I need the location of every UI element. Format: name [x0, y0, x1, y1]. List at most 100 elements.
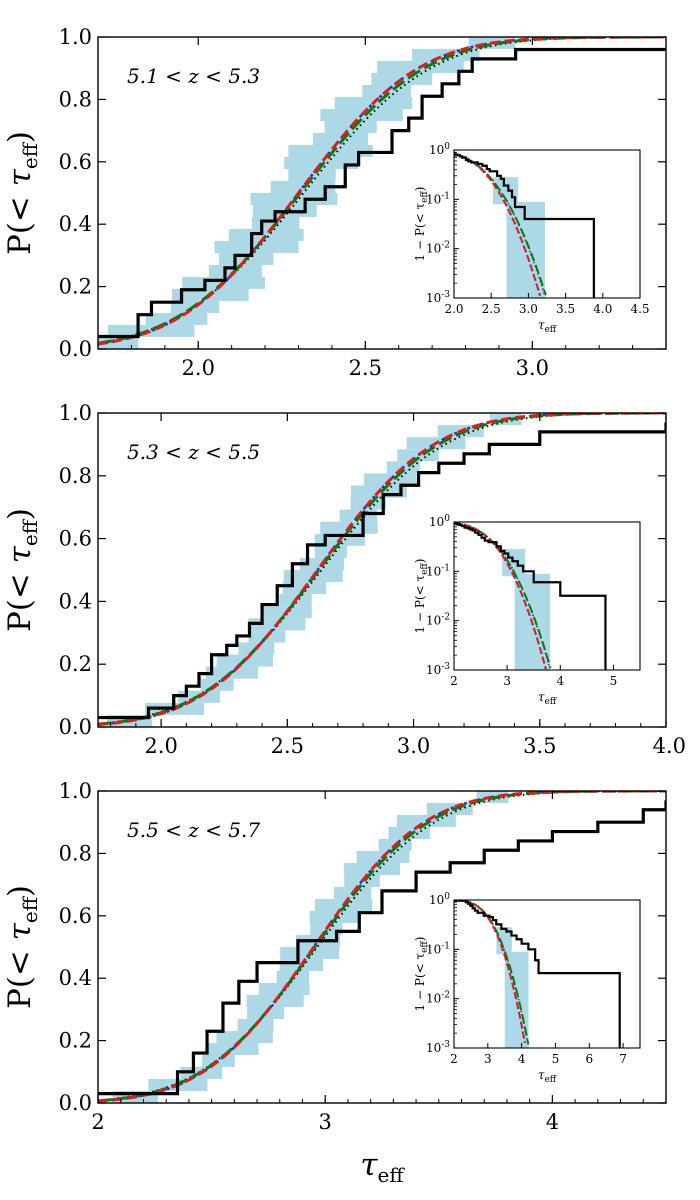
observed-step-line: [98, 800, 666, 1096]
chart-panel-3: 0.0 0.2 0.4 0.6 0.8 1.0 2 3 4 5.5 < z < 5.7 P(< τe…: [2, 779, 667, 1134]
x-tick-label: 3.5: [523, 734, 556, 758]
x-tick-label: 3.0: [397, 734, 430, 758]
model-green-dashed-line: [98, 37, 666, 345]
inset-x-label: τeff: [538, 318, 557, 335]
model-green-dashed-line: [98, 413, 666, 726]
chart-panel-1: 0.0 0.2 0.4 0.6 0.8 1.0 2.0 2.5 3.0 5.1 < z < 5.3…: [2, 25, 667, 380]
inset-frame: [453, 899, 641, 1049]
inset-x-tick-label: 7: [619, 1052, 627, 1066]
x-tick-label: 2.5: [271, 734, 304, 758]
y-tick-label: 0.0: [59, 715, 92, 739]
y-tick-label: 0.4: [59, 589, 92, 613]
band-block: [228, 229, 304, 241]
inset-x-tick-label: 3: [484, 1052, 492, 1066]
inset-y-tick-label: 10-2: [426, 241, 450, 256]
inset-y-tick-label: 10-1: [426, 191, 450, 206]
band-block: [288, 145, 373, 157]
plot-area: [98, 413, 666, 727]
axes-frame: [97, 790, 667, 1104]
inset-x-tick-label: 2: [450, 1052, 458, 1066]
inset-y-tick-label: 10-1: [426, 941, 450, 956]
x-tick-label: 4: [546, 1110, 559, 1134]
model-red-dashed-line: [98, 791, 666, 1103]
inset-y-tick-label: 10-3: [426, 290, 450, 305]
inset-x-tick-label: 4: [556, 674, 564, 688]
inset-plot-area: [454, 522, 607, 670]
model-red-dashed-line: [98, 413, 666, 727]
x-tick-label: 2.0: [182, 356, 215, 380]
inset-y-tick-label: 100: [429, 514, 450, 529]
y-tick-label: 0.4: [59, 212, 92, 236]
y-tick-label: 0.2: [59, 1029, 92, 1053]
band-block: [312, 133, 368, 145]
inset-observed-step: [454, 522, 607, 670]
y-axis-label: P(< τeff): [2, 508, 42, 632]
axes-frame: [97, 412, 667, 728]
inset-x-tick-label: 6: [585, 1052, 593, 1066]
inset-y-label: 1 − P(< τeff): [413, 558, 430, 633]
band-block: [426, 803, 473, 815]
y-tick-label: 0.2: [59, 275, 92, 299]
inset-y-label: 1 − P(< τeff): [413, 936, 430, 1011]
y-tick-label: 0.8: [59, 841, 92, 865]
inset-frame: [453, 149, 641, 299]
inset-y-tick-label: 10-1: [426, 563, 450, 578]
inset-x-tick-label: 5: [610, 674, 618, 688]
x-axis-label: τeff: [360, 1147, 405, 1187]
inset-panel: 100 10-1 10-2 10-32 3 4 5 6 7 τeff 1 − P(< τeff): [413, 892, 641, 1085]
inset-x-tick-label: 4.5: [630, 302, 649, 316]
inset-y-label: 1 − P(< τeff): [413, 186, 430, 261]
inset-model-green: [454, 152, 547, 296]
y-tick-label: 0.6: [59, 150, 92, 174]
inset-y-tick-label: 10-2: [426, 991, 450, 1006]
inset-x-tick-label: 4: [518, 1052, 526, 1066]
y-tick-label: 0.8: [59, 87, 92, 111]
inset-frame: [453, 521, 641, 671]
inset-y-tick-label: 100: [429, 892, 450, 907]
x-tick-label: 2: [91, 1110, 104, 1134]
inset-model-green: [454, 522, 552, 669]
inset-plot-area: [454, 900, 621, 1048]
y-tick-label: 0.2: [59, 652, 92, 676]
x-tick-label: 2.0: [144, 734, 177, 758]
redshift-label: 5.5 < z < 5.7: [127, 818, 260, 842]
inset-x-tick-label: 4.0: [593, 302, 612, 316]
model-dotted-line: [98, 37, 666, 345]
axes-frame: [97, 36, 667, 350]
y-tick-label: 1.0: [59, 779, 92, 803]
inset-x-tick-label: 3.5: [556, 302, 575, 316]
y-tick-label: 0.8: [59, 464, 92, 488]
band-block: [202, 1055, 235, 1067]
inset-band: [496, 927, 512, 955]
y-tick-label: 0.6: [59, 527, 92, 551]
y-tick-label: 0.4: [59, 966, 92, 990]
y-tick-label: 0.0: [59, 1091, 92, 1115]
inset-panel: 100 10-1 10-2 10-32 3 4 5 τeff 1 − P(< τeff): [413, 514, 641, 707]
y-axis-label: P(< τeff): [2, 885, 42, 1009]
inset-x-tick-label: 2.5: [482, 302, 501, 316]
band-block: [107, 325, 195, 337]
inset-observed-step: [454, 900, 621, 1048]
y-tick-label: 0.0: [59, 337, 92, 361]
observed-step-line: [98, 422, 666, 720]
inset-x-tick-label: 3.0: [519, 302, 538, 316]
redshift-label: 5.1 < z < 5.3: [127, 64, 260, 88]
inset-panel: 100 10-1 10-2 10-32.0 2.5 3.0 3.5 4.0 4.5 τeff 1 −…: [413, 142, 650, 335]
x-tick-label: 2.5: [349, 356, 382, 380]
observed-step-line: [98, 47, 666, 339]
redshift-label: 5.3 < z < 5.5: [127, 440, 260, 464]
inset-x-tick-label: 2.0: [444, 302, 463, 316]
x-tick-label: 3: [319, 1110, 332, 1134]
inset-x-tick-label: 5: [552, 1052, 560, 1066]
inset-x-tick-label: 2: [450, 674, 458, 688]
inset-y-tick-label: 10-3: [426, 1040, 450, 1055]
inset-y-tick-label: 10-2: [426, 613, 450, 628]
inset-y-tick-label: 100: [429, 142, 450, 157]
band-block: [98, 337, 139, 349]
inset-plot-area: [454, 152, 595, 298]
y-tick-label: 0.6: [59, 904, 92, 928]
inset-x-tick-label: 3: [503, 674, 511, 688]
chart-panel-2: 0.0 0.2 0.4 0.6 0.8 1.0 2.0 2.5 3.0 3.5 4.0 5.3 < z…: [2, 401, 686, 758]
inset-x-label: τeff: [538, 1068, 557, 1085]
